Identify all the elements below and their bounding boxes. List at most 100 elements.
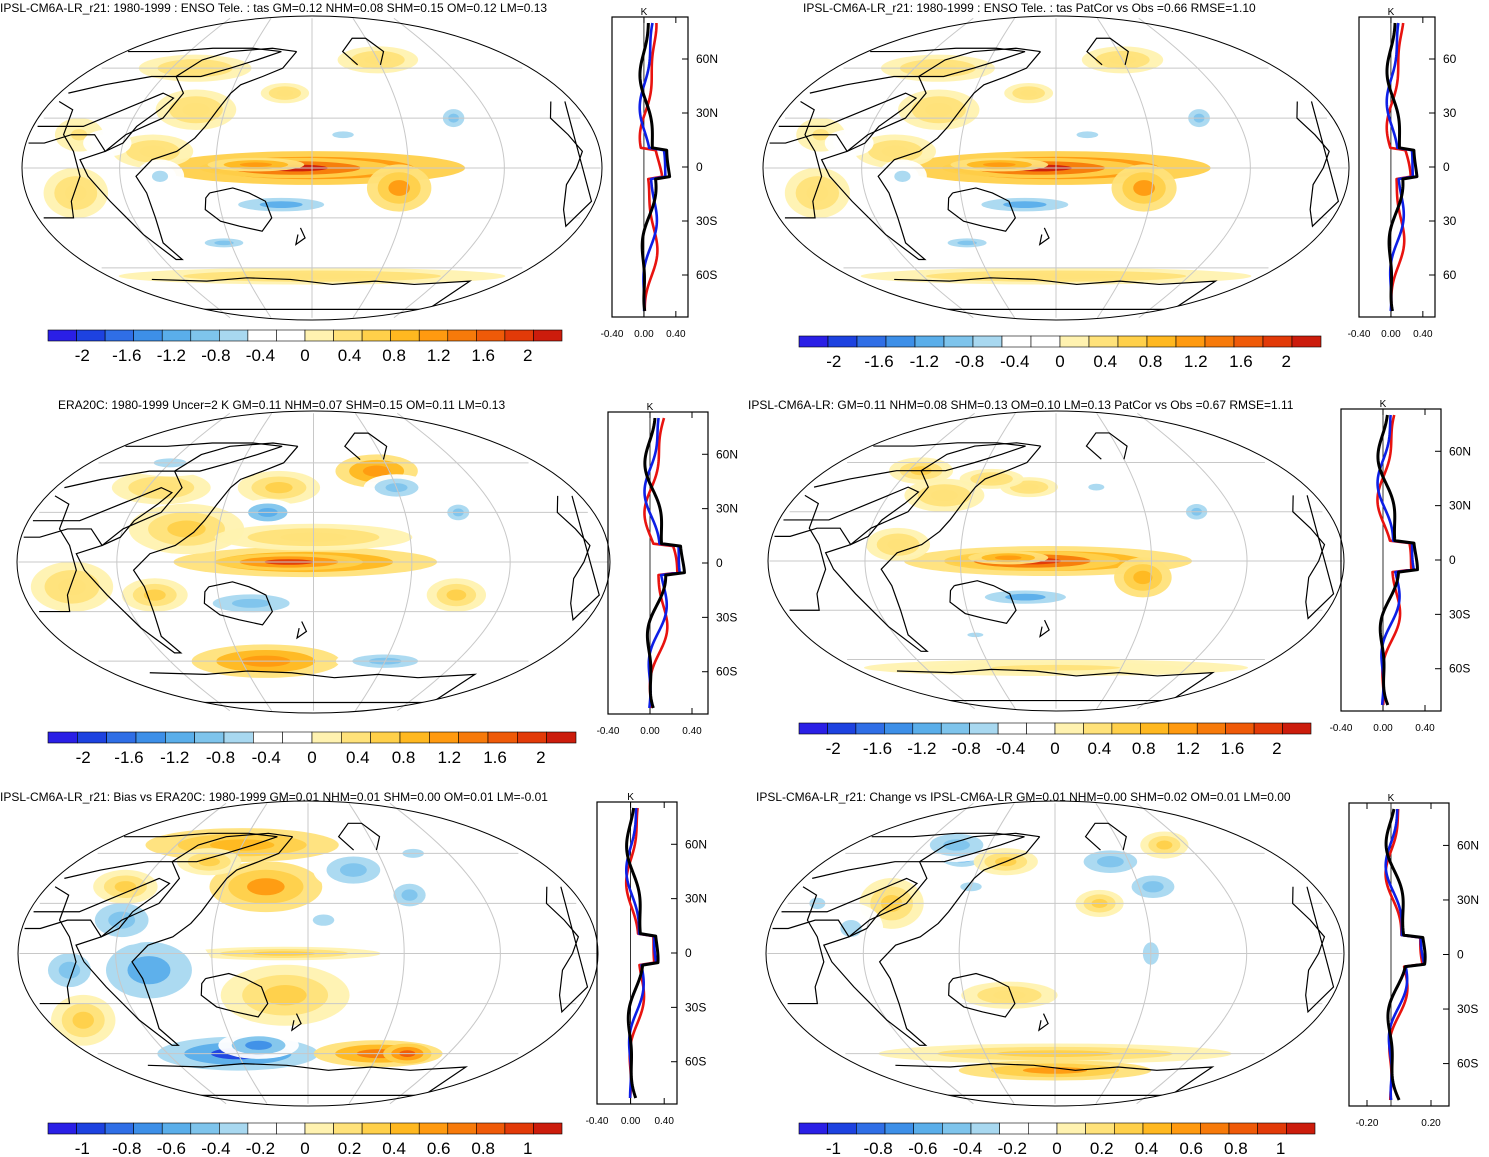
- longitude-line: [959, 412, 1016, 710]
- panel-graphics: -2 -1.6 -1.2 -0.8 -0.4 0 0.4 0.8 1.2 1.6 2K60N30N0…: [767, 399, 1471, 758]
- anomaly-patch: [58, 961, 81, 979]
- colorbar-tick-label: -0.8: [112, 1139, 141, 1157]
- longitude-line: [864, 412, 975, 710]
- anomaly-patch: [65, 184, 87, 202]
- profile-lat-label: 60N: [1449, 444, 1471, 458]
- profile-lat-label: 0: [696, 160, 703, 174]
- coastline: [296, 621, 308, 640]
- anomaly-patch: [943, 839, 970, 851]
- colorbar-cell: [1257, 1122, 1287, 1135]
- longitude-line: [119, 17, 231, 319]
- colorbar-cell: [1117, 335, 1148, 348]
- graticule: [18, 412, 609, 712]
- anomaly-patch: [1076, 131, 1099, 139]
- colorbar-tick-label: -1.2: [160, 748, 189, 767]
- colorbar-cell: [1111, 722, 1141, 735]
- colorbar-tick-label: -1.6: [863, 739, 892, 758]
- colorbar-tick-label: 0: [1052, 1139, 1061, 1157]
- anomaly-patch: [1142, 881, 1164, 893]
- coastline: [772, 877, 919, 938]
- anomaly-patch: [143, 589, 166, 601]
- coastline: [949, 580, 1017, 625]
- colorbar-cell: [517, 731, 547, 744]
- anomaly-patch: [446, 589, 467, 601]
- colorbar-tick-label: -2: [826, 352, 841, 371]
- colorbar-cell: [913, 1122, 943, 1135]
- colorbar-tick-label: 1: [523, 1139, 532, 1157]
- anomaly-patch: [151, 170, 169, 182]
- profile-lat-label: 30S: [696, 214, 717, 228]
- colorbar-tick-label: 1.6: [1229, 352, 1253, 371]
- colorbar-tick-label: -0.8: [952, 739, 981, 758]
- colorbar-cell: [827, 722, 857, 735]
- profile-lat-label: 0: [685, 946, 692, 960]
- profile-x-label: 0.40: [666, 329, 686, 340]
- colorbar-tick-label: 2: [523, 346, 532, 365]
- anomaly-patch: [887, 539, 909, 551]
- map-border: [762, 15, 1350, 321]
- graticule: [23, 17, 601, 319]
- profile-lat-label: 30N: [1449, 499, 1471, 513]
- colorbar-cell: [418, 329, 449, 342]
- colorbar-cell: [1026, 722, 1056, 735]
- colorbar-cell: [1196, 722, 1226, 735]
- colorbar-cell: [504, 329, 534, 342]
- colorbar-cell: [1171, 1122, 1201, 1135]
- profile-line-black: [1384, 808, 1427, 1101]
- colorbar-cell: [341, 731, 371, 744]
- colorbar-cell: [972, 335, 1003, 348]
- coastline: [200, 972, 269, 1018]
- anomaly-patch: [1097, 856, 1124, 868]
- colorbar-cell: [1059, 335, 1090, 348]
- anomaly-patch: [1133, 570, 1153, 585]
- colorbar-tick-label: -0.8: [206, 748, 235, 767]
- anomaly-patch: [58, 578, 86, 596]
- profile-unit-label: K: [627, 792, 634, 803]
- profile-x-label: 0.40: [654, 1116, 674, 1127]
- colorbar-tick-label: 0.4: [1135, 1139, 1159, 1157]
- colorbar-cell: [1233, 335, 1264, 348]
- colorbar-cell: [1054, 722, 1084, 735]
- profile-x-label: 0.00: [640, 726, 660, 737]
- profile-line-blue: [638, 22, 667, 312]
- zonal-mean-profile: K 60N 30N 0 30S 60S -0.40 0.00 0.40: [1330, 399, 1471, 734]
- graticule: [19, 802, 597, 1105]
- anomaly-patch: [1020, 89, 1037, 97]
- colorbar: -1 -0.8 -0.6 -0.4 -0.2 0 0.2 0.4 0.6 0.8 1: [47, 1122, 563, 1157]
- profile-x-label: -0.20: [1356, 1118, 1379, 1129]
- profile-unit-label: K: [647, 402, 654, 413]
- colorbar-cell: [76, 1122, 106, 1135]
- anomaly-patch: [1005, 593, 1046, 601]
- colorbar: -2 -1.6 -1.2 -0.8 -0.4 0 0.4 0.8 1.2 1.6 2: [47, 731, 577, 767]
- colorbar-cell: [1030, 335, 1061, 348]
- colorbar-cell: [798, 1122, 828, 1135]
- colorbar-cell: [133, 329, 163, 342]
- coastline: [1296, 101, 1340, 228]
- profile-lat-label: 0: [1443, 160, 1450, 174]
- panel-title: IPSL-CM6A-LR: GM=0.11 NHM=0.08 SHM=0.13 …: [748, 398, 1294, 412]
- colorbar-cell: [333, 1122, 363, 1135]
- coastline: [895, 1063, 1215, 1096]
- anomaly-patch: [259, 201, 303, 208]
- coastline: [203, 581, 274, 626]
- colorbar-tick-label: -0.8: [955, 352, 984, 371]
- coastline: [947, 187, 1017, 232]
- colorbar-cell: [282, 731, 313, 744]
- colorbar-cell: [253, 731, 283, 744]
- profile-unit-label: K: [641, 7, 648, 18]
- map-field: [30, 449, 487, 678]
- anomaly-patch: [806, 184, 829, 202]
- profile-unit-label: K: [1388, 7, 1395, 18]
- colorbar-cell: [1225, 722, 1255, 735]
- profile-lat-label: 30: [1443, 214, 1457, 228]
- colorbar-cell: [940, 722, 970, 735]
- colorbar-cell: [390, 1122, 420, 1135]
- coastline: [1084, 822, 1127, 851]
- map-panel-change: IPSL-CM6A-LR_r21: Change vs IPSL-CM6A-LR…: [745, 786, 1489, 1157]
- coastline: [151, 277, 473, 311]
- coastline: [23, 486, 174, 547]
- colorbar-tick-label: -1.2: [907, 739, 936, 758]
- colorbar-tick-label: -1.2: [910, 352, 939, 371]
- anomaly-patch: [231, 598, 271, 608]
- map-field: [784, 46, 1252, 285]
